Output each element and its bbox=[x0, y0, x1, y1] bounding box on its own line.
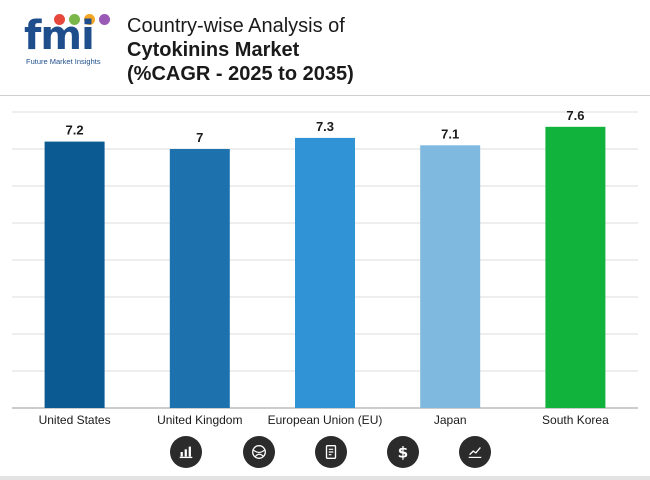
footer-icons: $ bbox=[0, 436, 650, 470]
dollar-icon: $ bbox=[387, 436, 419, 468]
header-divider bbox=[0, 95, 650, 96]
x-tick-label: United States bbox=[39, 413, 111, 427]
report-icon bbox=[315, 436, 347, 468]
svg-text:$: $ bbox=[398, 443, 409, 461]
logo-dot bbox=[69, 14, 80, 25]
x-tick-label: United Kingdom bbox=[157, 413, 242, 427]
bar bbox=[545, 126, 606, 409]
globe-icon bbox=[243, 436, 275, 468]
page-title: Country-wise Analysis of Cytokinins Mark… bbox=[127, 14, 354, 86]
data-label: 7 bbox=[196, 130, 203, 145]
header: fmi Future Market Insights Country-wise … bbox=[0, 0, 650, 96]
logo-dots bbox=[54, 12, 114, 26]
x-tick-label: South Korea bbox=[542, 413, 609, 427]
title-line-2: Cytokinins Market bbox=[127, 39, 300, 61]
bar bbox=[420, 145, 481, 409]
data-label: 7.3 bbox=[316, 119, 334, 134]
chart-svg: 7.2 United States 7 United Kingdom 7.3 Europe… bbox=[12, 108, 638, 427]
logo-dot bbox=[84, 14, 95, 25]
logo-subtitle: Future Market Insights bbox=[26, 57, 101, 66]
data-label: 7.2 bbox=[66, 123, 84, 138]
logo-dot bbox=[54, 14, 65, 25]
bar bbox=[169, 149, 230, 408]
data-label: 7.6 bbox=[566, 108, 584, 123]
bar bbox=[295, 137, 355, 408]
title-line-1: Country-wise Analysis of bbox=[127, 15, 345, 37]
bottom-band bbox=[0, 476, 650, 480]
x-tick-label: Japan bbox=[434, 413, 467, 427]
title-line-3: (%CAGR - 2025 to 2035) bbox=[127, 63, 354, 85]
x-tick-label: European Union (EU) bbox=[268, 413, 383, 427]
bar bbox=[44, 141, 105, 408]
bar-chart-icon bbox=[170, 436, 202, 468]
bar-chart: 7.2 United States 7 United Kingdom 7.3 Europe… bbox=[0, 100, 650, 430]
fmi-logo: fmi Future Market Insights bbox=[22, 10, 110, 70]
logo-text: fmi bbox=[24, 13, 95, 59]
data-label: 7.1 bbox=[441, 126, 459, 141]
logo-dot bbox=[99, 14, 110, 25]
line-chart-icon bbox=[459, 436, 491, 468]
